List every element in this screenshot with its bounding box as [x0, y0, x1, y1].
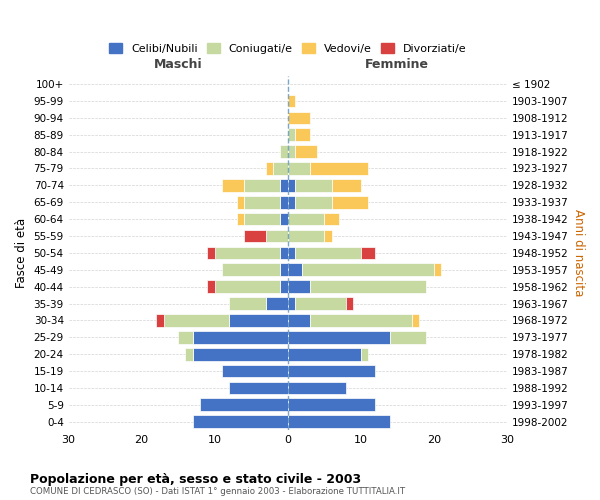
Text: Maschi: Maschi	[154, 58, 202, 70]
Text: Popolazione per età, sesso e stato civile - 2003: Popolazione per età, sesso e stato civil…	[30, 472, 361, 486]
Bar	[215, 280, 280, 293]
Bar	[215, 246, 280, 259]
Bar	[287, 213, 324, 226]
Bar	[324, 213, 339, 226]
Bar	[331, 196, 368, 208]
Bar	[280, 179, 287, 192]
Bar	[412, 314, 419, 326]
Bar	[295, 146, 317, 158]
Bar	[287, 398, 376, 411]
Bar	[273, 162, 287, 175]
Bar	[287, 264, 302, 276]
Bar	[244, 230, 266, 242]
Bar	[266, 297, 287, 310]
Bar	[244, 179, 280, 192]
Text: Femmine: Femmine	[365, 58, 429, 70]
Bar	[193, 416, 287, 428]
Bar	[229, 382, 287, 394]
Bar	[287, 314, 310, 326]
Y-axis label: Anni di nascita: Anni di nascita	[572, 209, 585, 296]
Bar	[390, 331, 427, 344]
Bar	[236, 213, 244, 226]
Bar	[185, 348, 193, 360]
Bar	[287, 246, 295, 259]
Bar	[287, 416, 390, 428]
Bar	[287, 331, 390, 344]
Bar	[222, 264, 280, 276]
Bar	[287, 94, 295, 108]
Bar	[287, 179, 295, 192]
Y-axis label: Fasce di età: Fasce di età	[15, 218, 28, 288]
Bar	[287, 146, 295, 158]
Bar	[295, 196, 331, 208]
Bar	[280, 146, 287, 158]
Bar	[287, 230, 324, 242]
Bar	[287, 280, 310, 293]
Bar	[280, 264, 287, 276]
Bar	[280, 196, 287, 208]
Bar	[178, 331, 193, 344]
Bar	[229, 297, 266, 310]
Bar	[193, 331, 287, 344]
Bar	[266, 162, 273, 175]
Bar	[236, 196, 244, 208]
Bar	[287, 196, 295, 208]
Bar	[287, 128, 295, 141]
Bar	[287, 297, 295, 310]
Bar	[295, 179, 331, 192]
Bar	[244, 196, 280, 208]
Bar	[310, 280, 427, 293]
Bar	[287, 382, 346, 394]
Bar	[287, 112, 310, 124]
Bar	[244, 213, 280, 226]
Text: COMUNE DI CEDRASCO (SO) - Dati ISTAT 1° gennaio 2003 - Elaborazione TUTTITALIA.I: COMUNE DI CEDRASCO (SO) - Dati ISTAT 1° …	[30, 488, 405, 496]
Bar	[310, 314, 412, 326]
Bar	[346, 297, 353, 310]
Bar	[280, 246, 287, 259]
Bar	[287, 348, 361, 360]
Bar	[361, 246, 376, 259]
Bar	[222, 364, 287, 378]
Bar	[331, 179, 361, 192]
Bar	[361, 348, 368, 360]
Bar	[287, 162, 310, 175]
Bar	[208, 246, 215, 259]
Bar	[280, 213, 287, 226]
Bar	[229, 314, 287, 326]
Bar	[208, 280, 215, 293]
Bar	[193, 348, 287, 360]
Legend: Celibi/Nubili, Coniugati/e, Vedovi/e, Divorziati/e: Celibi/Nubili, Coniugati/e, Vedovi/e, Di…	[104, 38, 471, 58]
Bar	[287, 364, 376, 378]
Bar	[200, 398, 287, 411]
Bar	[295, 297, 346, 310]
Bar	[156, 314, 164, 326]
Bar	[302, 264, 434, 276]
Bar	[295, 128, 310, 141]
Bar	[434, 264, 441, 276]
Bar	[324, 230, 331, 242]
Bar	[295, 246, 361, 259]
Bar	[164, 314, 229, 326]
Bar	[310, 162, 368, 175]
Bar	[266, 230, 287, 242]
Bar	[280, 280, 287, 293]
Bar	[222, 179, 244, 192]
